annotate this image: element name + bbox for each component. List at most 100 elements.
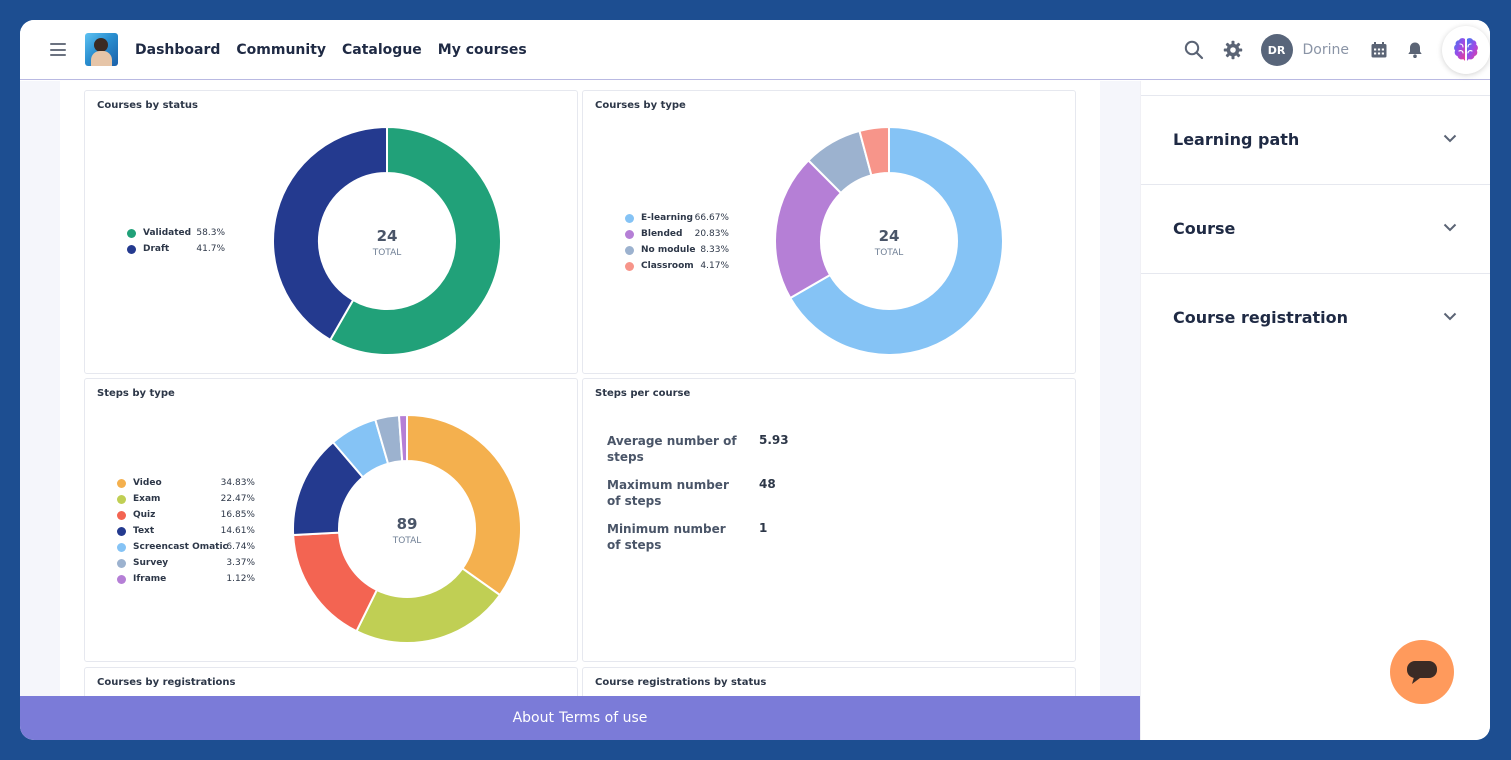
site-logo[interactable] xyxy=(85,33,118,66)
nav-my-courses[interactable]: My courses xyxy=(437,41,527,58)
card-steps-per-course: Steps per course Average number of steps… xyxy=(582,378,1076,662)
divider xyxy=(1141,95,1490,96)
donut-slice-iframe[interactable] xyxy=(397,414,408,463)
donut-slice-validated[interactable] xyxy=(328,126,502,356)
legend-swatch xyxy=(117,494,126,504)
nav-dashboard[interactable]: Dashboard xyxy=(135,41,221,58)
header-tools: DR Dorine xyxy=(1183,20,1490,80)
nav-community[interactable]: Community xyxy=(236,41,327,58)
search-icon[interactable] xyxy=(1183,39,1205,61)
legend-item[interactable]: Exam 22.47% xyxy=(117,491,255,507)
legend-item[interactable]: Blended 20.83% xyxy=(625,226,729,242)
accordion-course[interactable]: Course xyxy=(1141,185,1490,274)
donut-slice-exam[interactable] xyxy=(355,566,502,644)
legend-item[interactable]: Validated 58.3% xyxy=(127,225,225,241)
legend-percent: 16.85% xyxy=(220,510,255,520)
nav-catalogue[interactable]: Catalogue xyxy=(342,41,422,58)
legend-swatch xyxy=(117,574,126,584)
donut-slice-classroom[interactable] xyxy=(858,126,890,177)
legend-percent: 4.17% xyxy=(700,261,729,271)
legend-percent: 14.61% xyxy=(220,526,255,536)
legend-swatch xyxy=(117,478,126,488)
user-name[interactable]: Dorine xyxy=(1302,42,1349,58)
legend-swatch xyxy=(117,558,126,568)
legend-item[interactable]: Video 34.83% xyxy=(117,475,255,491)
legend-percent: 8.33% xyxy=(700,245,729,255)
card-courses-by-status: Courses by status Validated 58.3% Draft 41.… xyxy=(84,90,578,374)
legend-label: Screencast Omatic xyxy=(133,542,228,552)
card-title: Courses by registrations xyxy=(97,677,236,688)
legend-item[interactable]: Quiz 16.85% xyxy=(117,507,255,523)
brain-icon[interactable] xyxy=(1442,26,1490,74)
legend-swatch xyxy=(117,510,126,520)
gear-icon[interactable] xyxy=(1222,39,1244,61)
legend-swatch xyxy=(625,245,634,255)
stat-label: Maximum number of steps xyxy=(607,478,729,508)
donut-slice-video[interactable] xyxy=(406,414,522,597)
legend-percent: 66.67% xyxy=(694,213,729,223)
accordion-learning-path[interactable]: Learning path xyxy=(1141,96,1490,185)
legend-label: No module xyxy=(641,245,696,255)
legend-label: Iframe xyxy=(133,574,167,584)
legend-percent: 22.47% xyxy=(220,494,255,504)
legend-item[interactable]: Survey 3.37% xyxy=(117,555,255,571)
app-window: Dashboard Community Catalogue My courses xyxy=(20,20,1490,740)
legend-swatch xyxy=(117,526,126,536)
legend-percent: 41.7% xyxy=(196,244,225,254)
accordion-label: Course registration xyxy=(1173,308,1349,327)
legend-label: Validated xyxy=(143,228,192,238)
footer-terms-link[interactable]: Terms of use xyxy=(559,710,648,726)
donut-slice-e-learning[interactable] xyxy=(788,126,1004,356)
card-title: Courses by status xyxy=(97,100,198,111)
chart-total-label: TOTAL xyxy=(372,248,402,258)
legend-label: Draft xyxy=(143,244,170,254)
legend-item[interactable]: Classroom 4.17% xyxy=(625,258,729,274)
legend-percent: 34.83% xyxy=(220,478,255,488)
legend-label: E-learning xyxy=(641,213,693,223)
legend-item[interactable]: Text 14.61% xyxy=(117,523,255,539)
legend-percent: 6.74% xyxy=(226,542,255,552)
chevron-down-icon xyxy=(1443,312,1457,321)
card-title: Courses by type xyxy=(595,100,686,111)
accordion-label: Learning path xyxy=(1173,130,1300,149)
filter-panel: Learning path Course Course registration xyxy=(1140,81,1490,740)
legend-percent: 20.83% xyxy=(694,229,729,239)
footer-bar: About Terms of use xyxy=(20,696,1140,740)
card-steps-by-type: Steps by type Video 34.83% Exam 22.47% Quiz 1… xyxy=(84,378,578,662)
chart-total-label: TOTAL xyxy=(874,248,904,258)
stat-value: 5.93 xyxy=(759,433,789,447)
legend-item[interactable]: E-learning 66.67% xyxy=(625,210,729,226)
donut-slice-draft[interactable] xyxy=(272,126,388,342)
chat-icon xyxy=(1407,661,1437,684)
accordion-label: Course xyxy=(1173,219,1236,238)
chart-total-label: TOTAL xyxy=(392,536,422,546)
legend-item[interactable]: Screencast Omatic 6.74% xyxy=(117,539,255,555)
legend-label: Blended xyxy=(641,229,683,239)
legend-item[interactable]: Draft 41.7% xyxy=(127,241,225,257)
donut-slice-quiz[interactable] xyxy=(292,531,379,633)
legend-label: Survey xyxy=(133,558,169,568)
legend-swatch xyxy=(625,229,634,239)
donut-chart: 24 TOTAL xyxy=(774,126,1004,356)
legend-label: Video xyxy=(133,478,162,488)
legend-swatch xyxy=(625,261,634,271)
card-courses-by-type: Courses by type E-learning 66.67% Blended 2… xyxy=(582,90,1076,374)
legend-item[interactable]: Iframe 1.12% xyxy=(117,571,255,587)
user-avatar[interactable]: DR xyxy=(1260,34,1293,66)
legend-label: Text xyxy=(133,526,155,536)
chat-button[interactable] xyxy=(1390,640,1454,704)
chevron-down-icon xyxy=(1443,134,1457,143)
legend-item[interactable]: No module 8.33% xyxy=(625,242,729,258)
chart-legend: Video 34.83% Exam 22.47% Quiz 16.85% Text 14.61… xyxy=(117,475,255,587)
legend-percent: 1.12% xyxy=(226,574,255,584)
card-title: Steps per course xyxy=(595,388,691,399)
bell-icon[interactable] xyxy=(1404,39,1426,61)
top-navbar: Dashboard Community Catalogue My courses xyxy=(20,20,1490,80)
hamburger-icon[interactable] xyxy=(50,43,66,56)
calendar-icon[interactable] xyxy=(1368,39,1390,61)
footer-about-link[interactable]: About xyxy=(512,710,554,726)
legend-percent: 3.37% xyxy=(226,558,255,568)
legend-label: Quiz xyxy=(133,510,156,520)
chart-total-value: 24 xyxy=(377,227,398,245)
accordion-course-registration[interactable]: Course registration xyxy=(1141,274,1490,363)
